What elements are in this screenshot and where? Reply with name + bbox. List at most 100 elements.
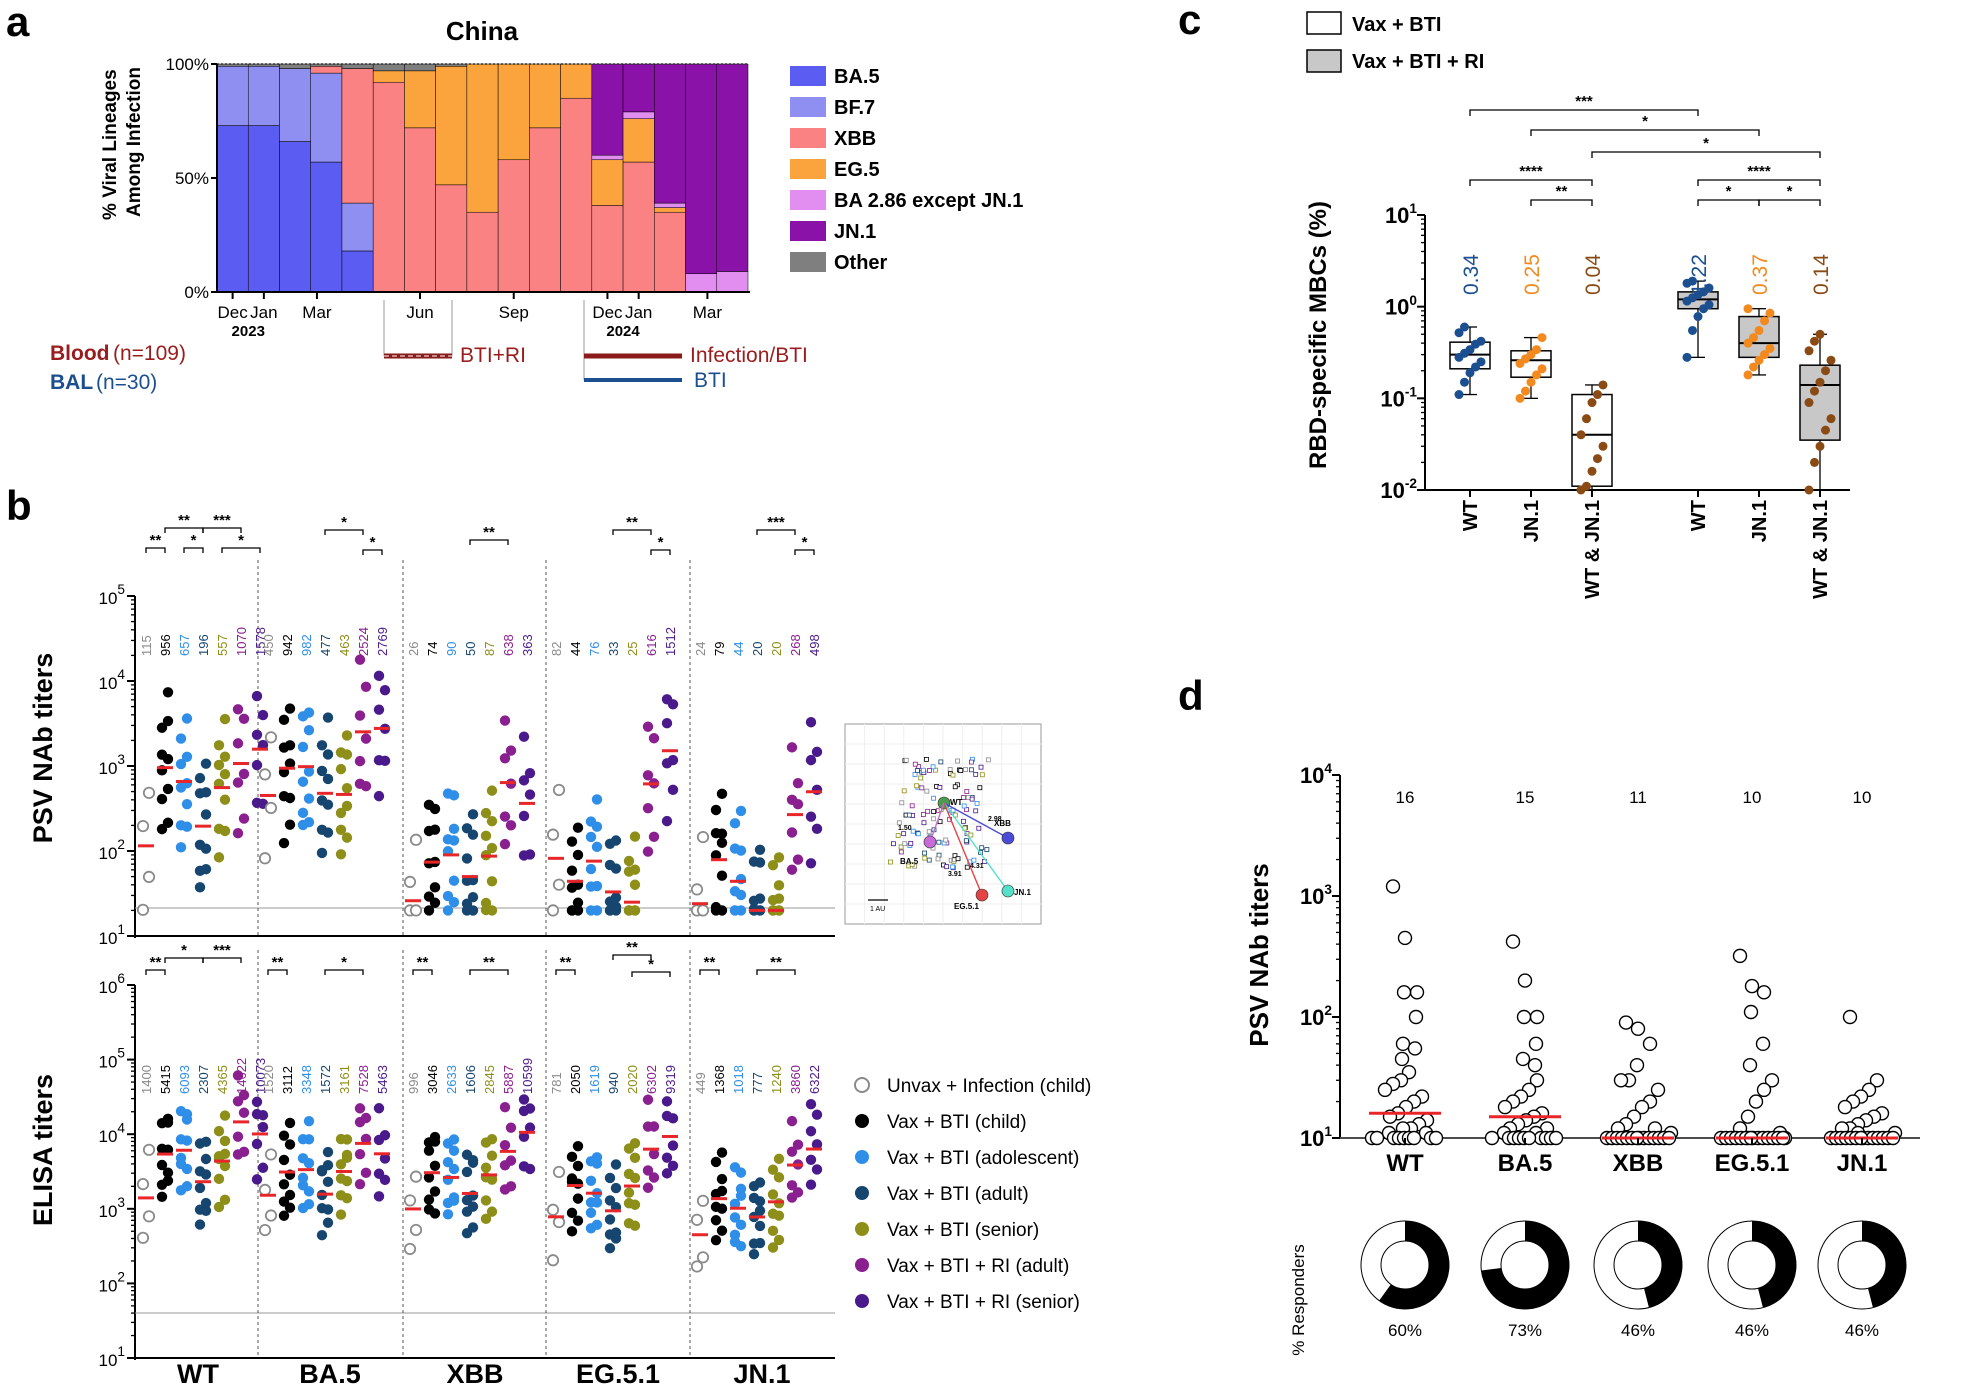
point-b-elisa-2-6	[524, 1103, 536, 1114]
point-b-nab-1-6	[373, 704, 385, 715]
point-b-elisa-1-3	[322, 1146, 334, 1158]
point-b-elisa-1-3	[322, 1217, 334, 1228]
sig-b-nab-2-0-label: **	[483, 524, 495, 541]
ytick-d-label-2-base: 10	[1300, 1005, 1324, 1030]
point-b-elisa-3-3	[604, 1243, 616, 1254]
panel-b-significance: *********************** ***** * ** ** ***** **…	[145, 512, 815, 977]
point-b-elisa-1-2	[303, 1115, 315, 1127]
legend-b-marker-0	[854, 1077, 870, 1093]
sig-b-nab-1-1-label: *	[370, 534, 376, 551]
point-b-elisa-2-5	[499, 1139, 511, 1151]
point-d-3	[1764, 1073, 1780, 1088]
point-b-nab-2-2	[448, 823, 460, 835]
point-b-elisa-0-0	[136, 1178, 150, 1191]
point-b-nab-1-4	[341, 800, 353, 812]
count-d-2: 11	[1629, 788, 1647, 807]
xtick-a-label-7: Mar	[693, 303, 723, 322]
bar-a-13-xbb	[622, 161, 655, 293]
point-b-nab-2-1	[429, 824, 441, 835]
point-b-elisa-1-1	[278, 1210, 290, 1221]
point-b-nab-1-5	[360, 681, 372, 692]
point-b-elisa-2-3	[467, 1154, 479, 1166]
point-b-elisa-2-3	[467, 1190, 479, 1201]
point-b-nab-0-1	[162, 817, 174, 828]
panel-d-responder-donuts: 60% 73% 46% 46% 46%	[1360, 1220, 1907, 1340]
point-b-elisa-2-0	[409, 1170, 423, 1183]
point-b-elisa-1-4	[341, 1149, 353, 1161]
point-b-nab-4-3	[748, 895, 760, 907]
map-serum	[890, 841, 896, 847]
point-b-elisa-4-4	[767, 1208, 779, 1219]
point-b-nab-3-1	[566, 836, 578, 847]
ytick-b-top-label-0-base: 10	[99, 589, 118, 608]
point-b-nab-3-4	[629, 831, 641, 842]
median-label-b-nab-0-3: 196	[196, 634, 211, 656]
point-b-elisa-0-5	[232, 1070, 244, 1081]
point-c-4	[1754, 355, 1764, 365]
point-d-1	[1528, 1036, 1544, 1052]
point-d-3	[1756, 985, 1772, 1000]
point-b-elisa-3-0	[552, 1165, 566, 1179]
point-d-0	[1406, 1130, 1422, 1146]
point-b-elisa-0-1	[156, 1191, 168, 1202]
panel-label-d: d	[1178, 672, 1204, 719]
responders-pct-3: 46%	[1735, 1321, 1769, 1340]
panel-b-ylabel-top: PSV NAb titers	[28, 653, 58, 844]
point-b-nab-2-3	[467, 809, 479, 820]
point-b-nab-3-0	[552, 878, 566, 891]
point-b-nab-4-1	[716, 828, 728, 839]
point-b-elisa-0-1	[162, 1167, 174, 1178]
point-b-nab-3-1	[572, 897, 584, 908]
point-b-elisa-3-3	[610, 1182, 622, 1194]
point-c-4	[1760, 316, 1769, 326]
bar-a-14-jn-1	[654, 63, 686, 204]
point-b-elisa-1-5	[360, 1112, 372, 1124]
sig-bracket-c-4	[1530, 199, 1593, 206]
legend-c-label-vaxbti: Vax + BTI	[1352, 14, 1442, 36]
point-b-nab-1-2	[303, 766, 315, 777]
xtick-a-label-5: Dec	[592, 303, 623, 322]
point-b-elisa-0-4	[219, 1135, 231, 1147]
point-b-nab-3-4	[623, 855, 635, 867]
point-b-nab-1-2	[303, 816, 315, 828]
sig-bracket-c-7	[1758, 199, 1821, 206]
point-b-nab-2-1	[429, 803, 441, 815]
xtick-d-label-0: WT	[1386, 1150, 1424, 1177]
point-b-elisa-2-1	[423, 1145, 435, 1156]
point-c-3	[1704, 300, 1714, 310]
sig-bracket-c-3	[1469, 179, 1593, 186]
point-b-nab-4-6	[811, 746, 823, 758]
point-b-elisa-1-3	[316, 1229, 328, 1241]
bar-a-3-bf-7	[310, 72, 343, 163]
period-bti-label: BTI	[694, 369, 727, 392]
point-d-1	[1529, 1009, 1545, 1025]
count-d-1: 15	[1516, 788, 1535, 807]
point-b-elisa-4-5	[792, 1187, 804, 1198]
map-serum	[921, 767, 926, 773]
sig-label-c-6: *	[1726, 183, 1732, 200]
point-b-elisa-4-0	[696, 1251, 710, 1264]
point-b-nab-2-3	[461, 853, 473, 864]
cohort-bal-name: BAL	[50, 371, 93, 394]
ytick-c-label-1: 100	[1385, 293, 1417, 320]
ytick-d-label-1: 103	[1300, 882, 1332, 909]
variant-label-b-4: JN.1	[733, 1359, 790, 1386]
sig-label-c-2: *	[1703, 135, 1709, 152]
bar-a-1-ba-5	[247, 125, 280, 293]
point-b-nab-3-2	[591, 880, 603, 892]
point-c-4	[1743, 304, 1753, 314]
ytick-d-label-3: 101	[1300, 1124, 1332, 1151]
point-b-elisa-3-1	[566, 1151, 578, 1163]
point-d-0	[1396, 985, 1412, 1000]
point-c-5	[1821, 366, 1830, 376]
ytick-c-label-2-exp: -1	[1405, 384, 1418, 399]
ytick-b-bot-label-2-exp: 4	[117, 1120, 125, 1135]
sig-label-c-0: ***	[1575, 93, 1593, 110]
map-virus-label-1: XBB	[994, 819, 1011, 828]
median-label-b-nab-0-6: 1578	[253, 627, 268, 656]
point-b-nab-3-1	[566, 905, 578, 916]
point-b-elisa-3-1	[572, 1140, 584, 1152]
xtick-a-label-6: Jan	[625, 303, 652, 322]
point-b-elisa-4-5	[786, 1180, 798, 1191]
